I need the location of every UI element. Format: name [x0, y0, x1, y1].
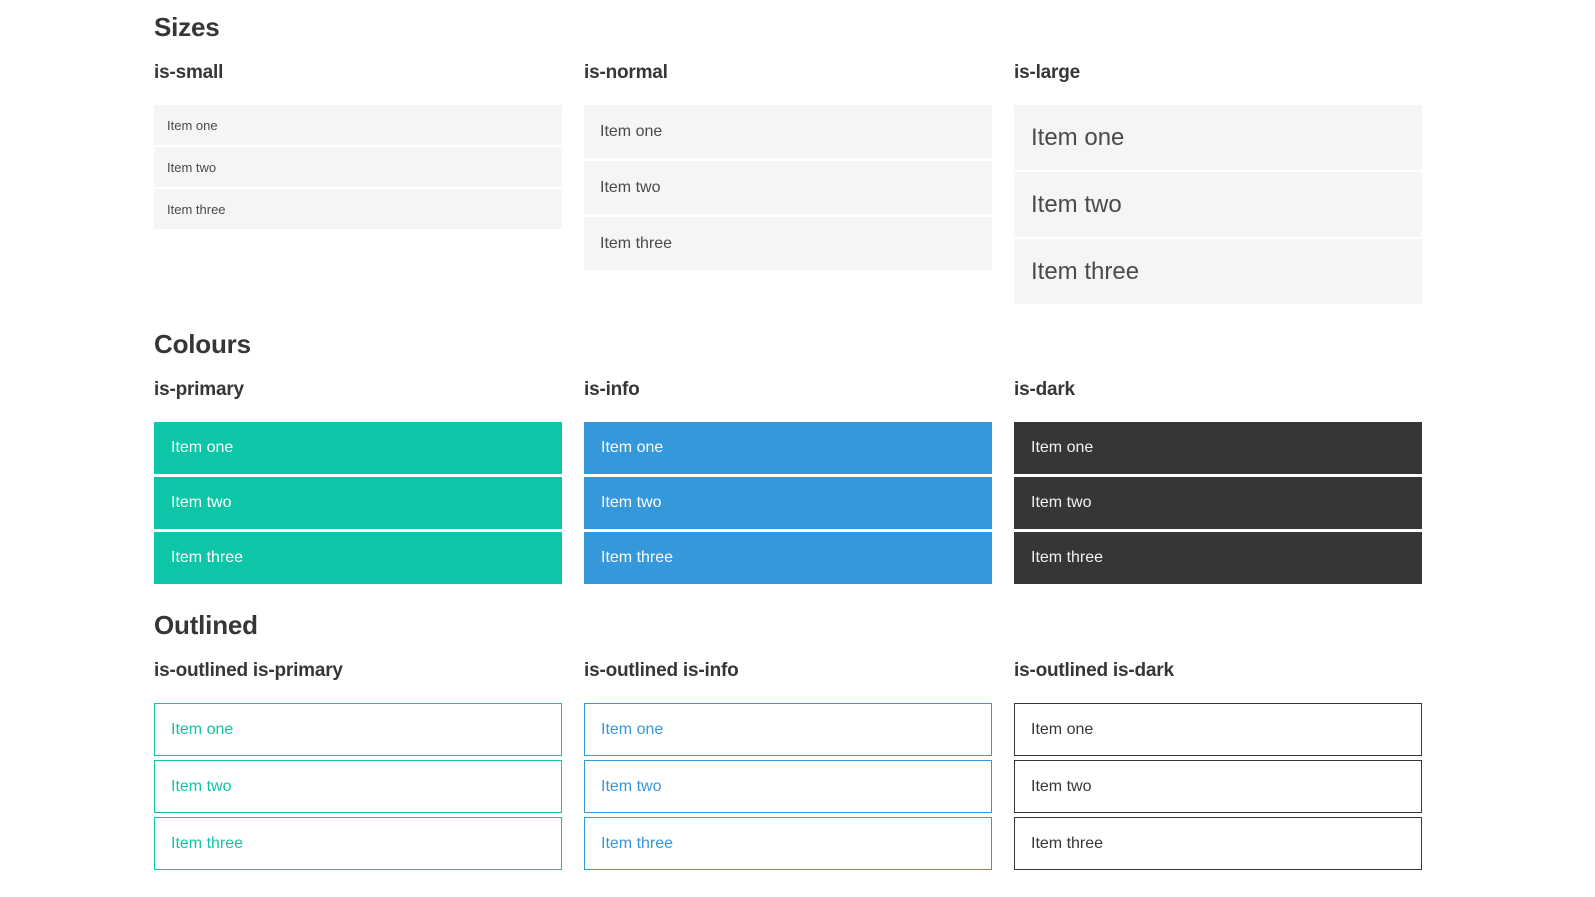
group-is-large: is-large Item one Item two Item three [1014, 62, 1422, 306]
list-item[interactable]: Item three [1014, 532, 1422, 584]
list-item[interactable]: Item three [154, 189, 562, 229]
item-list: Item one Item two Item three [154, 105, 562, 231]
list-item[interactable]: Item three [1014, 239, 1422, 304]
page-container: Sizes is-small Item one Item two Item three i… [154, 12, 1595, 874]
item-list: Item one Item two Item three [584, 703, 992, 874]
group-is-small: is-small Item one Item two Item three [154, 62, 562, 306]
item-list: Item one Item two Item three [1014, 105, 1422, 306]
group-heading: is-small [154, 62, 224, 83]
group-heading: is-outlined is-dark [1014, 660, 1174, 681]
group-is-primary: is-primary Item one Item two Item three [154, 379, 562, 587]
group-heading: is-normal [584, 62, 668, 83]
section-outlined: Outlined is-outlined is-primary Item one It… [154, 610, 1595, 874]
section-title: Sizes [154, 12, 220, 42]
group-heading: is-info [584, 379, 640, 400]
group-is-outlined-is-dark: is-outlined is-dark Item one Item two Item … [1014, 660, 1422, 874]
list-item[interactable]: Item three [584, 817, 992, 870]
group-heading: is-primary [154, 379, 244, 400]
section-sizes: Sizes is-small Item one Item two Item three i… [154, 12, 1595, 306]
list-item[interactable]: Item one [1014, 703, 1422, 756]
list-item[interactable]: Item one [154, 422, 562, 474]
list-item[interactable]: Item one [154, 105, 562, 145]
list-item[interactable]: Item two [1014, 760, 1422, 813]
section-colours: Colours is-primary Item one Item two Item th… [154, 329, 1595, 587]
group-heading: is-outlined is-info [584, 660, 739, 681]
group-is-normal: is-normal Item one Item two Item three [584, 62, 992, 306]
list-item[interactable]: Item three [154, 817, 562, 870]
section-row: is-small Item one Item two Item three is-nor… [154, 62, 1595, 306]
group-is-outlined-is-primary: is-outlined is-primary Item one Item two It… [154, 660, 562, 874]
list-item[interactable]: Item one [1014, 422, 1422, 474]
list-item[interactable]: Item three [584, 217, 992, 270]
list-item[interactable]: Item one [154, 703, 562, 756]
group-is-info: is-info Item one Item two Item three [584, 379, 992, 587]
list-item[interactable]: Item two [1014, 172, 1422, 237]
list-item[interactable]: Item two [584, 161, 992, 214]
list-item[interactable]: Item one [584, 422, 992, 474]
list-item[interactable]: Item three [154, 532, 562, 584]
list-item[interactable]: Item two [584, 760, 992, 813]
list-item[interactable]: Item two [1014, 477, 1422, 529]
group-is-dark: is-dark Item one Item two Item three [1014, 379, 1422, 587]
list-item[interactable]: Item one [584, 105, 992, 158]
group-heading: is-dark [1014, 379, 1075, 400]
group-heading: is-large [1014, 62, 1080, 83]
item-list: Item one Item two Item three [584, 422, 992, 587]
list-item[interactable]: Item one [1014, 105, 1422, 170]
list-item[interactable]: Item two [154, 147, 562, 187]
item-list: Item one Item two Item three [1014, 422, 1422, 587]
item-list: Item one Item two Item three [154, 422, 562, 587]
section-row: is-outlined is-primary Item one Item two It… [154, 660, 1595, 874]
item-list: Item one Item two Item three [584, 105, 992, 273]
group-is-outlined-is-info: is-outlined is-info Item one Item two Item … [584, 660, 992, 874]
list-item[interactable]: Item two [584, 477, 992, 529]
section-title: Colours [154, 329, 251, 359]
item-list: Item one Item two Item three [154, 703, 562, 874]
list-item[interactable]: Item three [1014, 817, 1422, 870]
section-row: is-primary Item one Item two Item three is-i… [154, 379, 1595, 587]
group-heading: is-outlined is-primary [154, 660, 343, 681]
list-item[interactable]: Item two [154, 760, 562, 813]
section-title: Outlined [154, 610, 258, 640]
item-list: Item one Item two Item three [1014, 703, 1422, 874]
list-item[interactable]: Item two [154, 477, 562, 529]
list-item[interactable]: Item three [584, 532, 992, 584]
list-item[interactable]: Item one [584, 703, 992, 756]
